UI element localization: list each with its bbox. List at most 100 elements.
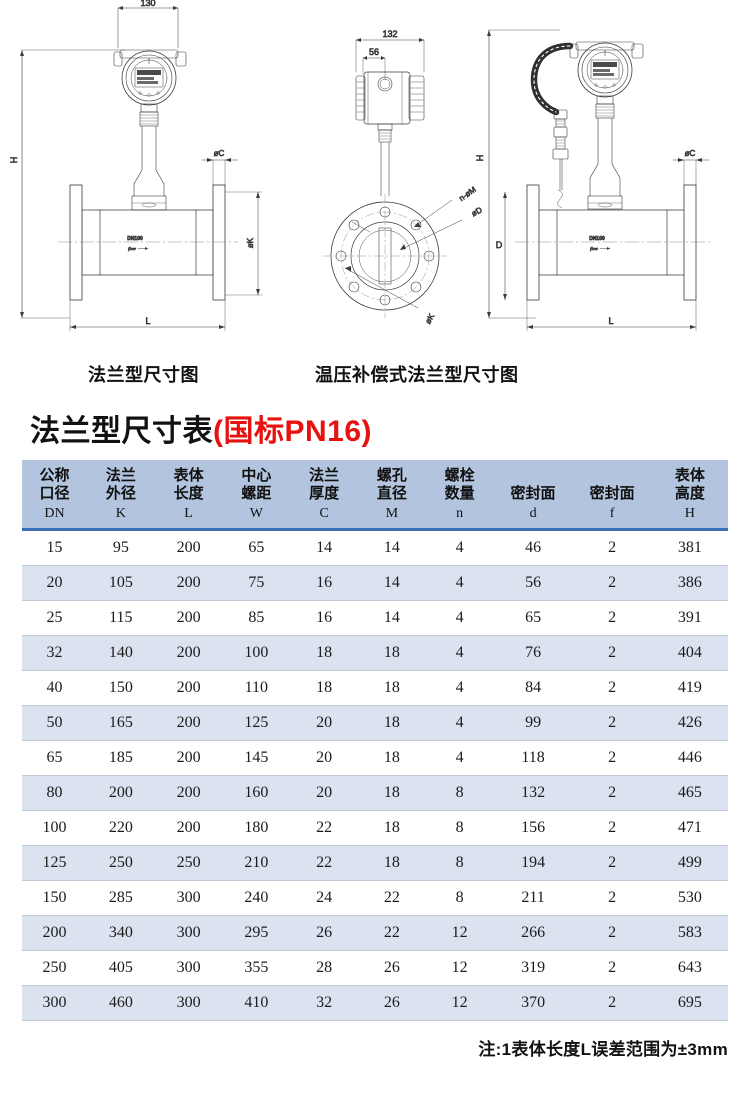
table-cell: 40 [22,669,87,706]
right-flow-arrow: flow [590,246,611,251]
table-cell: 22 [290,809,358,846]
drawing-captions: 法兰型尺寸图 温压补偿式法兰型尺寸图 [0,355,750,405]
col-header-c-symbol: C [319,505,329,521]
right-body-label: DN100 [589,236,605,242]
table-row: 150 285 300 240 24 22 8 211 2 530 [22,879,728,916]
table-cell: 583 [651,914,728,951]
table-cell: 2 [572,528,652,566]
table-cell: 250 [86,844,155,881]
table-cell: 26 [358,949,426,986]
table-cell: 16 [290,599,358,636]
table-cell: 18 [358,739,426,776]
col-header-k-line1: 法兰 [105,467,136,484]
table-cell: 355 [222,949,291,986]
table-cell: 200 [154,634,223,671]
table-cell: 2 [572,669,652,706]
table-row: 200 340 300 295 26 22 12 266 2 583 [22,914,728,951]
table-cell: 24 [290,879,358,916]
table-cell: 2 [572,879,652,916]
table-cell: 32 [290,984,358,1021]
table-header-row: 公称 口径 DN 法兰 外径 K 表体 长度 L 中心 螺距 W [22,460,728,530]
left-body-label: DN100 [127,236,143,242]
right-flow-label: flow [590,246,598,251]
col-header-n-symbol: n [456,505,464,521]
mid-dim-56: 56 [369,47,379,57]
table-cell: 110 [222,669,291,706]
col-header-c-line2: 厚度 [309,485,340,503]
table-cell: 419 [651,669,728,706]
table-cell: 140 [86,634,155,671]
table-cell: 300 [22,984,87,1021]
col-header-n-line2: 数量 [444,485,475,503]
table-cell: 446 [651,739,728,776]
col-header-w: 中心 螺距 W [222,460,291,530]
table-cell: 4 [425,564,494,601]
col-header-k: 法兰 外径 K [86,460,155,530]
table-cell: 465 [651,774,728,811]
table-row: 20 105 200 75 16 14 4 56 2 386 [22,564,728,601]
table-cell: 18 [358,704,426,741]
right-dim-D: D [496,240,503,250]
col-header-l-line1: 表体 [173,467,204,484]
left-flow-label: flow [128,246,136,251]
page-title: 法兰型尺寸表(国标PN16) [30,415,750,448]
col-header-m-symbol: M [385,505,399,521]
col-header-m-line2: 直径 [376,485,407,503]
table-row: 100 220 200 180 22 18 8 156 2 471 [22,809,728,846]
table-cell: 405 [86,949,155,986]
table-row: 80 200 200 160 20 18 8 132 2 465 [22,774,728,811]
col-header-n: 螺栓 数量 n [425,460,494,530]
table-cell: 4 [425,599,494,636]
table-cell: 105 [86,564,155,601]
col-header-h-line2: 高度 [674,485,705,503]
table-row: 25 115 200 85 16 14 4 65 2 391 [22,599,728,636]
table-cell: 180 [222,809,291,846]
left-dim-C: øC [214,149,225,158]
col-header-l: 表体 长度 L [154,460,223,530]
col-header-w-line1: 中心 [241,467,272,484]
table-cell: 2 [572,704,652,741]
table-row: 50 165 200 125 20 18 4 99 2 426 [22,704,728,741]
table-cell: 20 [290,739,358,776]
table-cell: 185 [86,739,155,776]
table-cell: 410 [222,984,291,1021]
table-cell: 50 [22,704,87,741]
table-cell: 85 [222,599,291,636]
right-dim-H: H [475,155,485,162]
table-cell: 200 [154,704,223,741]
table-cell: 8 [425,844,494,881]
table-cell: 426 [651,704,728,741]
table-cell: 200 [154,564,223,601]
table-row: 32 140 200 100 18 18 4 76 2 404 [22,634,728,671]
left-flow-arrow: flow [128,246,149,251]
table-cell: 18 [358,809,426,846]
col-header-m-line1: 螺孔 [376,467,407,484]
table-cell: 8 [425,879,494,916]
table-cell: 100 [22,809,87,846]
table-cell: 460 [86,984,155,1021]
table-cell: 4 [425,704,494,741]
table-cell: 200 [22,914,87,951]
table-cell: 200 [86,774,155,811]
table-cell: 319 [493,949,573,986]
col-header-l-symbol: L [184,505,193,521]
table-cell: 2 [572,914,652,951]
col-header-w-line2: 螺距 [241,485,272,503]
table-cell: 18 [358,774,426,811]
table-cell: 132 [493,774,573,811]
right-dim-L: L [608,316,613,326]
table-cell: 200 [154,774,223,811]
col-header-d-symbol: d [529,505,537,521]
table-cell: 18 [358,634,426,671]
table-cell: 18 [358,844,426,881]
table-cell: 76 [493,634,573,671]
col-header-h-symbol: H [684,505,695,521]
middle-drawing: 132 56 [322,29,484,326]
caption-temp-pressure-comp-flange-type: 温压补偿式法兰型尺寸图 [315,365,519,385]
table-cell: 22 [358,914,426,951]
table-cell: 115 [86,599,155,636]
table-cell: 266 [493,914,573,951]
table-cell: 240 [222,879,291,916]
table-cell: 2 [572,634,652,671]
table-cell: 80 [22,774,87,811]
